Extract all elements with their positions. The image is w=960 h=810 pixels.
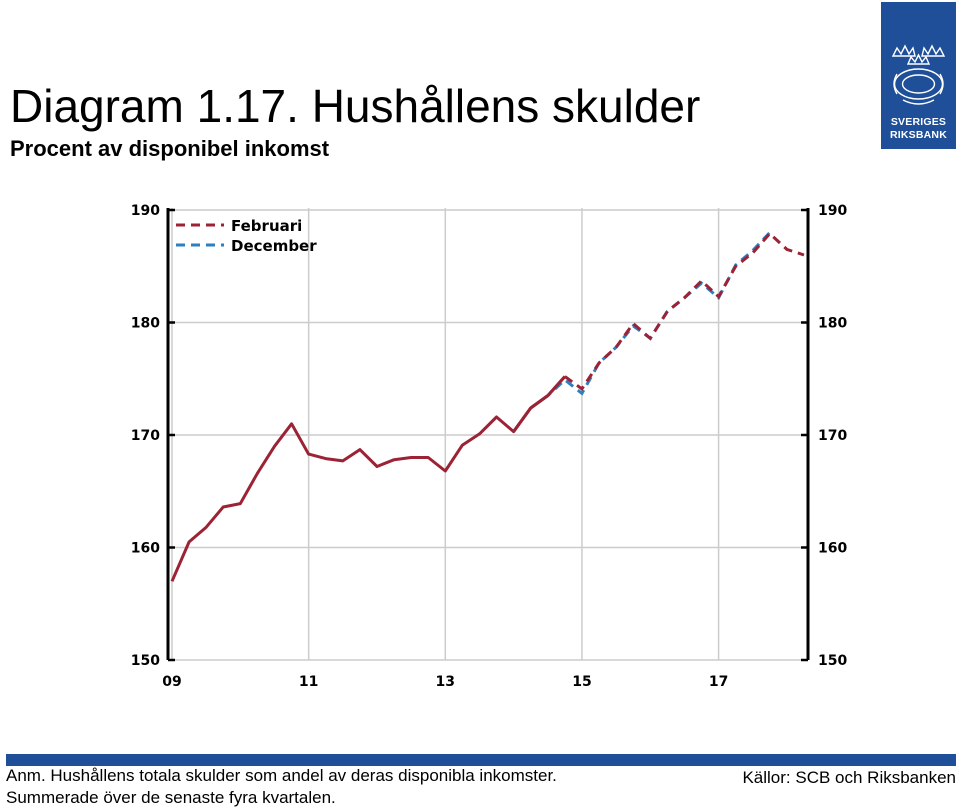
footer-bar <box>6 754 956 766</box>
page-title: Diagram 1.17. Hushållens skulder <box>10 80 701 132</box>
riksbank-crest-icon <box>891 44 946 105</box>
right-y-ticks: 150 160 170 180 190 <box>801 203 847 669</box>
series-december-line <box>512 231 771 433</box>
y-tick-label-left: 180 <box>131 316 160 332</box>
footer-sources: Källor: SCB och Riksbanken <box>742 768 956 787</box>
x-tick-label: 13 <box>436 674 455 690</box>
y-tick-label-right: 170 <box>818 428 847 444</box>
y-tick-label-right: 180 <box>818 316 847 332</box>
x-tick-label: 11 <box>299 674 318 690</box>
gridlines <box>168 208 808 661</box>
y-tick-label-right: 190 <box>818 203 847 219</box>
axes <box>166 208 810 660</box>
debt-chart: 150 160 170 180 190 150 160 170 180 190 09 11 13 15… <box>131 203 848 690</box>
y-tick-label-right: 150 <box>818 653 847 669</box>
x-tick-label: 17 <box>709 674 728 690</box>
legend-label-februari: Februari <box>231 217 302 235</box>
x-tick-label: 09 <box>162 674 181 690</box>
series-februari-solid <box>170 375 567 582</box>
legend-label-december: December <box>231 237 317 255</box>
x-ticks: 09 11 13 15 17 <box>162 674 728 690</box>
legend: Februari December <box>176 217 317 255</box>
series-februari-overlap <box>512 375 567 433</box>
left-y-ticks: 150 160 170 180 190 <box>131 203 175 669</box>
y-tick-label-left: 170 <box>131 428 160 444</box>
y-tick-label-left: 160 <box>131 541 160 557</box>
footer-note-line2: Summerade över de senaste fyra kvartalen… <box>6 788 336 807</box>
y-tick-label-left: 190 <box>131 203 160 219</box>
series-februari-dashed <box>564 231 805 392</box>
page-subtitle: Procent av disponibel inkomst <box>10 136 330 161</box>
logo-text-line2: RIKSBANK <box>889 129 948 141</box>
footer-note-line1: Anm. Hushållens totala skulder som andel… <box>6 766 557 785</box>
series-layer <box>170 231 805 582</box>
x-tick-label: 15 <box>572 674 591 690</box>
riksbank-logo: SVERIGES RIKSBANK <box>881 2 956 149</box>
y-tick-label-left: 150 <box>131 653 160 669</box>
y-tick-label-right: 160 <box>818 541 847 557</box>
logo-text-line1: SVERIGES <box>890 116 947 128</box>
